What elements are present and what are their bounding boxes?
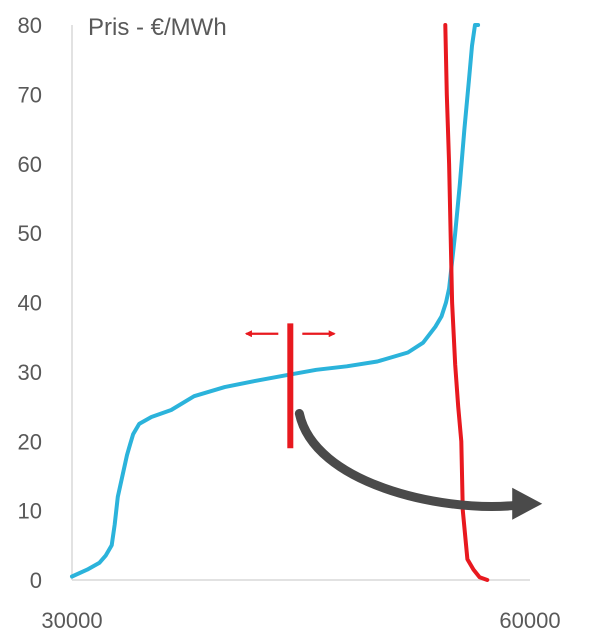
x-tick-label: 60000 bbox=[499, 608, 560, 633]
y-tick-labels: 0 10 20 30 40 50 60 70 80 bbox=[18, 13, 42, 593]
y-axis-label: Pris - €/MWh bbox=[88, 14, 227, 41]
demand-curve bbox=[443, 23, 490, 582]
y-tick-label: 20 bbox=[18, 429, 42, 454]
y-tick-label: 40 bbox=[18, 291, 42, 316]
y-tick-label: 10 bbox=[18, 499, 42, 524]
y-tick-label: 60 bbox=[18, 152, 42, 177]
supply-curve bbox=[70, 23, 481, 579]
y-tick-label: 0 bbox=[30, 568, 42, 593]
curved-arrow bbox=[294, 409, 517, 511]
y-tick-label: 70 bbox=[18, 82, 42, 107]
x-tick-label: 30000 bbox=[41, 608, 102, 633]
y-tick-label: 80 bbox=[18, 13, 42, 38]
curved-arrow-head bbox=[512, 487, 543, 520]
x-tick-labels: 30000 60000 bbox=[41, 608, 560, 633]
y-tick-label: 50 bbox=[18, 221, 42, 246]
y-tick-label: 30 bbox=[18, 360, 42, 385]
